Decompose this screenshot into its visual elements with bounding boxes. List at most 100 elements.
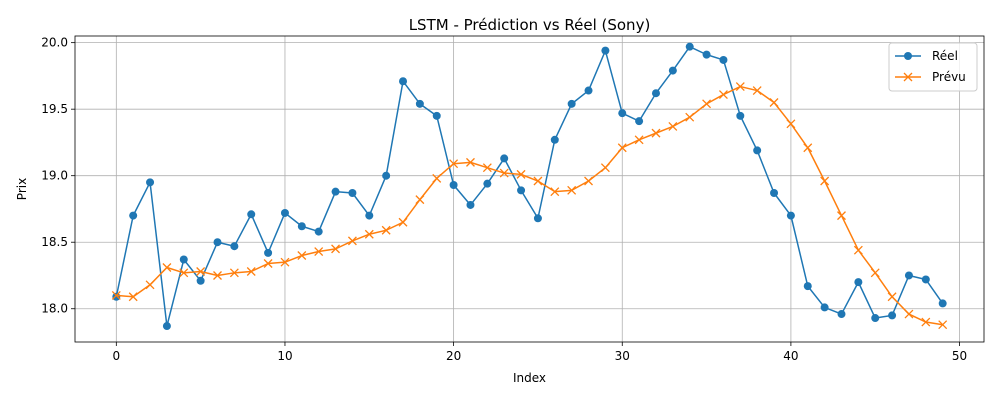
data-point-prevu — [803, 143, 813, 153]
x-tick-label: 10 — [277, 349, 292, 363]
data-point-reel — [820, 303, 829, 312]
data-point-prevu — [921, 317, 931, 327]
data-point-reel — [280, 208, 289, 217]
data-point-prevu — [735, 82, 745, 92]
data-point-prevu — [651, 128, 661, 138]
data-point-reel — [888, 311, 897, 320]
grid — [75, 36, 984, 342]
data-point-reel — [567, 99, 576, 108]
legend-label-prevu: Prévu — [932, 70, 966, 84]
data-point-reel — [297, 222, 306, 231]
data-point-reel — [348, 188, 357, 197]
data-point-prevu — [145, 280, 155, 290]
legend-marker-prevu — [903, 72, 913, 82]
data-point-prevu — [870, 268, 880, 278]
data-point-reel — [517, 186, 526, 195]
series-layer — [111, 42, 948, 331]
chart-title: LSTM - Prédiction vs Réel (Sony) — [409, 16, 651, 34]
data-point-reel — [904, 271, 913, 280]
data-point-reel — [601, 46, 610, 55]
data-point-reel — [702, 50, 711, 59]
data-point-reel — [365, 211, 374, 220]
data-point-reel — [786, 211, 795, 220]
data-point-prevu — [297, 251, 307, 260]
data-point-reel — [331, 187, 340, 196]
data-point-prevu — [128, 292, 138, 302]
data-point-prevu — [111, 290, 121, 300]
data-point-reel — [533, 214, 542, 223]
data-point-reel — [264, 248, 273, 257]
data-point-prevu — [331, 244, 341, 254]
data-point-reel — [685, 42, 694, 51]
data-point-reel — [854, 278, 863, 287]
data-point-reel — [618, 109, 627, 118]
data-point-prevu — [280, 257, 290, 267]
series-line-prevu — [116, 85, 943, 326]
data-point-reel — [550, 135, 559, 144]
data-point-prevu — [887, 292, 897, 302]
data-point-reel — [382, 171, 391, 180]
data-point-prevu — [853, 245, 863, 255]
data-point-reel — [146, 178, 155, 187]
data-point-prevu — [668, 122, 678, 131]
y-axis: 18.0 18.5 19.0 19.5 20.0 — [41, 36, 75, 316]
data-point-prevu — [634, 135, 644, 145]
data-point-reel — [314, 227, 323, 236]
data-point-reel — [921, 275, 930, 284]
data-point-prevu — [364, 229, 374, 239]
data-point-reel — [415, 99, 424, 108]
data-point-prevu — [246, 267, 256, 276]
data-point-prevu — [904, 309, 914, 319]
data-point-reel — [584, 86, 593, 95]
data-point-prevu — [752, 86, 762, 96]
data-point-prevu — [820, 176, 830, 186]
data-point-reel — [466, 200, 475, 209]
data-point-reel — [399, 77, 408, 86]
y-tick-label: 20.0 — [41, 36, 68, 50]
data-point-reel — [129, 211, 138, 220]
data-point-prevu — [314, 247, 324, 256]
data-point-prevu — [584, 176, 593, 186]
data-point-prevu — [415, 195, 425, 205]
data-point-prevu — [229, 268, 239, 278]
data-point-prevu — [347, 236, 357, 246]
data-point-prevu — [398, 217, 408, 227]
data-point-reel — [162, 322, 171, 331]
data-point-reel — [230, 242, 239, 251]
series-line-reel — [115, 45, 944, 327]
x-tick-label: 50 — [952, 349, 967, 363]
data-point-reel — [668, 66, 677, 75]
data-point-prevu — [617, 143, 627, 153]
legend-marker-reel — [904, 52, 912, 60]
data-point-reel — [753, 146, 762, 155]
data-point-prevu — [432, 173, 442, 183]
data-point-prevu — [482, 163, 492, 173]
data-point-prevu — [769, 98, 779, 107]
data-point-prevu — [162, 263, 172, 272]
data-point-prevu — [702, 99, 712, 109]
data-point-reel — [837, 310, 846, 319]
data-point-prevu — [938, 320, 948, 330]
data-point-reel — [483, 179, 492, 188]
data-point-reel — [213, 238, 222, 247]
data-point-prevu — [213, 271, 222, 280]
y-tick-label: 19.5 — [41, 102, 68, 116]
data-point-reel — [803, 282, 812, 291]
data-point-reel — [635, 117, 644, 126]
data-point-prevu — [466, 157, 475, 167]
plot-frame — [74, 35, 985, 343]
y-tick-label: 19.0 — [41, 169, 68, 183]
y-tick-label: 18.0 — [41, 302, 68, 316]
x-axis: 0 10 20 30 40 50 — [112, 342, 967, 363]
data-point-reel — [112, 292, 121, 301]
data-point-prevu — [600, 163, 610, 173]
x-tick-label: 0 — [112, 349, 120, 363]
y-tick-label: 18.5 — [41, 235, 68, 249]
data-point-prevu — [516, 169, 526, 179]
data-point-reel — [938, 299, 947, 308]
data-point-reel — [871, 314, 880, 323]
data-point-reel — [500, 154, 509, 163]
data-point-reel — [247, 210, 256, 219]
data-point-reel — [719, 55, 728, 64]
